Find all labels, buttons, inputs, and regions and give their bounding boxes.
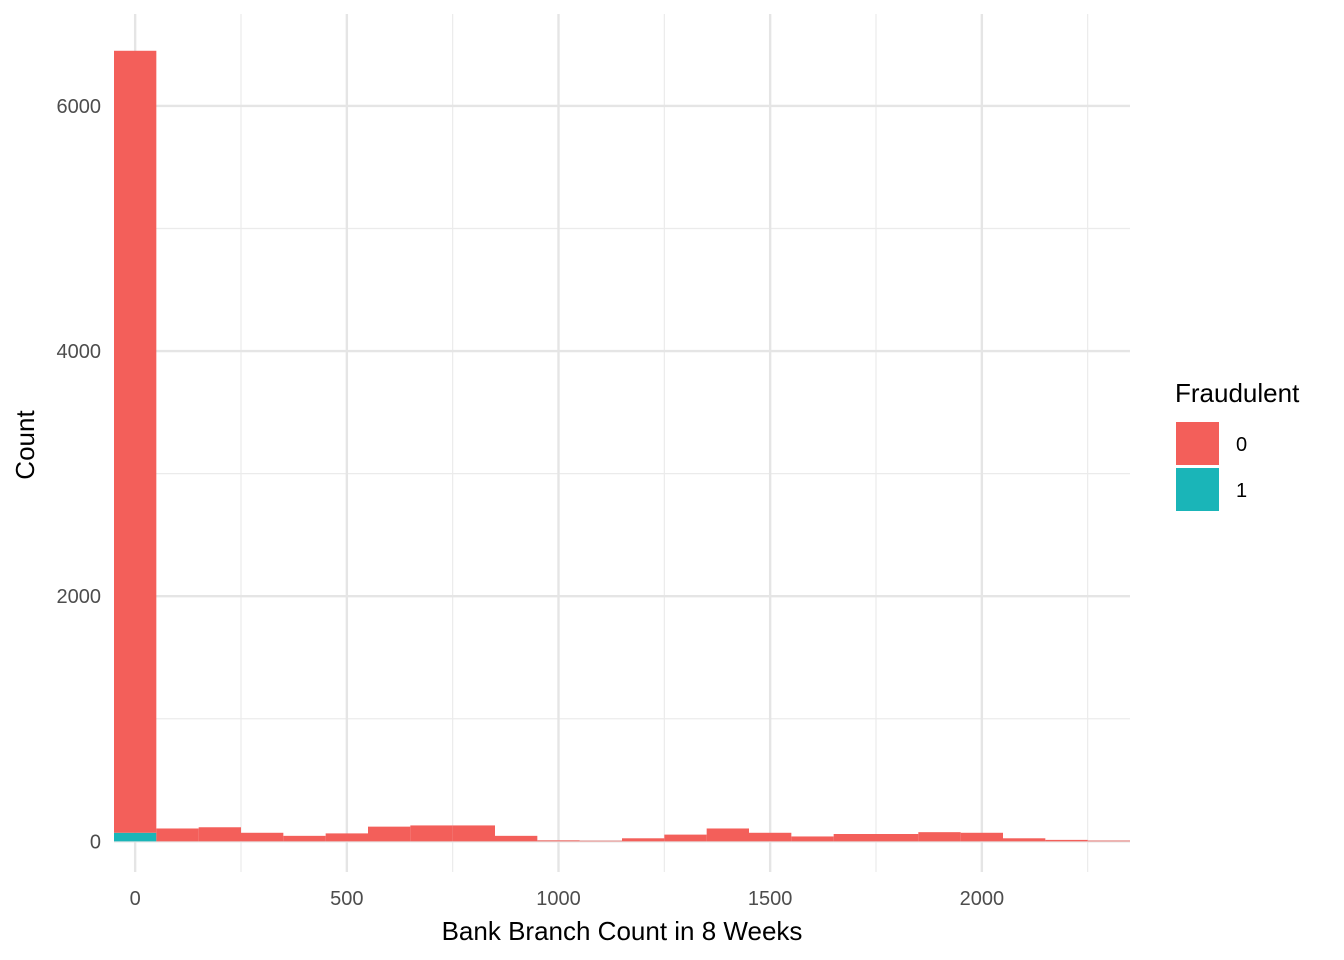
bar-fraudulent-0	[452, 825, 495, 842]
bar-fraudulent-0	[368, 826, 411, 842]
bar-fraudulent-0	[706, 828, 749, 842]
bar-fraudulent-0	[960, 832, 1003, 842]
major-gridlines	[114, 14, 1130, 872]
bar-fraudulent-0	[664, 834, 707, 842]
bar-fraudulent-0	[876, 834, 919, 842]
y-axis-title: Count	[10, 410, 40, 480]
legend-label-0: 0	[1236, 434, 1247, 456]
bar-fraudulent-1	[114, 832, 157, 842]
bar-fraudulent-0	[1045, 839, 1088, 842]
bar-fraudulent-0	[283, 835, 326, 842]
bar-fraudulent-0	[579, 840, 622, 842]
bar-fraudulent-0	[622, 838, 665, 842]
y-tick-label: 6000	[57, 96, 102, 118]
bar-fraudulent-0	[410, 825, 453, 842]
y-tick-label: 4000	[57, 341, 102, 363]
histogram-bars	[114, 50, 1130, 842]
y-tick-label: 2000	[57, 586, 102, 608]
y-tick-label: 0	[90, 831, 101, 853]
minor-gridlines	[114, 14, 1130, 872]
x-axis-title: Bank Branch Count in 8 Weeks	[442, 916, 803, 946]
legend-key-0	[1176, 422, 1219, 465]
bar-fraudulent-0	[156, 828, 199, 842]
bar-fraudulent-0	[791, 836, 834, 842]
bar-fraudulent-0	[495, 835, 538, 842]
bar-fraudulent-0	[749, 832, 792, 842]
bar-fraudulent-0	[1003, 838, 1046, 842]
legend-title: Fraudulent	[1175, 378, 1300, 408]
legend-key-1	[1176, 468, 1219, 511]
bar-fraudulent-0	[114, 50, 157, 833]
x-tick-label: 1000	[536, 888, 581, 910]
x-tick-label: 1500	[748, 888, 793, 910]
bar-fraudulent-0	[537, 840, 580, 842]
bar-fraudulent-0	[241, 832, 284, 842]
bar-fraudulent-0	[325, 833, 368, 842]
legend: Fraudulent 0 1	[1175, 378, 1300, 511]
x-tick-label: 500	[330, 888, 363, 910]
bar-fraudulent-0	[918, 832, 961, 842]
bar-fraudulent-0	[198, 827, 241, 842]
x-axis-tick-labels: 0 500 1000 1500 2000	[130, 888, 1004, 910]
bar-fraudulent-0	[833, 834, 876, 842]
legend-label-1: 1	[1236, 480, 1247, 502]
y-axis-tick-labels: 0 2000 4000 6000	[57, 96, 102, 853]
bar-fraudulent-0	[1087, 840, 1130, 842]
x-tick-label: 0	[130, 888, 141, 910]
x-tick-label: 2000	[960, 888, 1005, 910]
